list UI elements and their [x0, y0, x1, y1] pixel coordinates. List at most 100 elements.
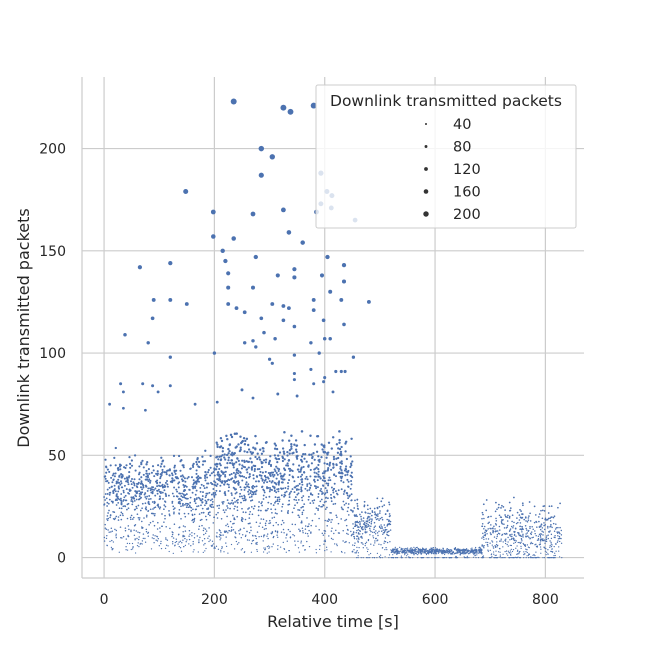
data-point — [227, 502, 230, 504]
x-tick-label: 400 — [311, 592, 338, 608]
data-point — [490, 528, 492, 530]
data-point — [124, 494, 127, 497]
data-point — [241, 516, 243, 519]
data-point — [478, 550, 480, 553]
data-point — [106, 534, 108, 537]
data-point — [475, 557, 477, 559]
data-point — [182, 531, 184, 533]
data-point — [272, 504, 275, 506]
data-point — [360, 515, 362, 518]
data-point — [487, 538, 490, 540]
data-point — [499, 540, 501, 542]
data-point — [228, 486, 230, 489]
data-point — [205, 500, 208, 503]
data-point — [523, 518, 525, 521]
data-point — [543, 546, 545, 549]
data-point — [108, 531, 110, 533]
data-point — [388, 503, 391, 506]
data-point — [149, 479, 152, 482]
data-point — [299, 475, 302, 478]
data-point — [208, 527, 210, 529]
data-point — [512, 548, 515, 551]
data-point — [181, 542, 183, 544]
data-point — [140, 461, 143, 464]
data-point — [336, 544, 338, 547]
data-point — [213, 468, 216, 471]
data-point — [507, 545, 509, 547]
data-point — [510, 544, 513, 547]
data-point — [519, 557, 521, 559]
data-point — [120, 482, 123, 485]
data-point — [308, 453, 311, 456]
data-point — [492, 546, 494, 548]
data-point — [125, 546, 127, 548]
data-point — [330, 497, 333, 500]
data-point — [414, 551, 416, 553]
data-point — [178, 481, 181, 484]
data-point — [323, 493, 326, 496]
data-point — [118, 551, 120, 553]
data-point — [529, 543, 532, 545]
data-point — [278, 500, 281, 503]
data-point — [362, 543, 364, 545]
data-point — [179, 502, 182, 505]
data-point — [542, 557, 544, 559]
data-point — [168, 384, 172, 388]
data-point — [180, 518, 182, 520]
data-point — [550, 505, 553, 507]
data-point — [222, 534, 224, 536]
data-point — [126, 517, 129, 520]
data-point — [186, 497, 189, 500]
data-point — [202, 529, 205, 532]
data-point — [547, 527, 549, 529]
data-point — [369, 529, 371, 532]
data-point — [262, 447, 265, 450]
data-point — [537, 516, 540, 518]
data-point — [429, 551, 431, 553]
data-point — [109, 464, 112, 467]
data-point — [249, 510, 252, 513]
data-point — [278, 498, 281, 501]
data-point — [256, 457, 259, 461]
data-point — [161, 459, 165, 462]
data-point — [184, 515, 187, 518]
data-point — [145, 463, 148, 466]
data-point — [247, 508, 249, 510]
data-point — [219, 484, 222, 487]
data-point — [336, 451, 340, 454]
data-point — [403, 549, 406, 551]
data-point — [329, 479, 332, 482]
data-point — [364, 527, 366, 529]
data-point — [117, 478, 120, 481]
data-point — [154, 512, 156, 515]
data-point — [369, 518, 371, 520]
data-point — [380, 500, 383, 503]
data-point — [280, 207, 286, 213]
data-point — [237, 472, 240, 475]
data-point — [241, 507, 243, 510]
data-point — [499, 554, 501, 556]
data-point — [163, 521, 165, 523]
data-point — [359, 513, 361, 516]
data-point — [141, 382, 145, 386]
data-point — [209, 466, 212, 469]
data-point — [516, 545, 518, 547]
data-point — [376, 552, 379, 555]
data-point — [201, 455, 204, 458]
data-point — [381, 516, 383, 519]
data-point — [109, 540, 111, 543]
data-point — [110, 531, 112, 533]
data-point — [237, 481, 240, 484]
data-point — [112, 478, 115, 481]
data-point — [138, 465, 141, 468]
data-point — [500, 540, 502, 542]
data-point — [283, 522, 285, 524]
data-point — [226, 505, 228, 507]
data-point — [345, 470, 348, 473]
data-point — [537, 535, 540, 538]
data-point — [158, 507, 161, 510]
data-point — [470, 551, 473, 553]
data-point — [175, 488, 178, 491]
data-point — [193, 497, 196, 500]
data-point — [282, 528, 285, 531]
